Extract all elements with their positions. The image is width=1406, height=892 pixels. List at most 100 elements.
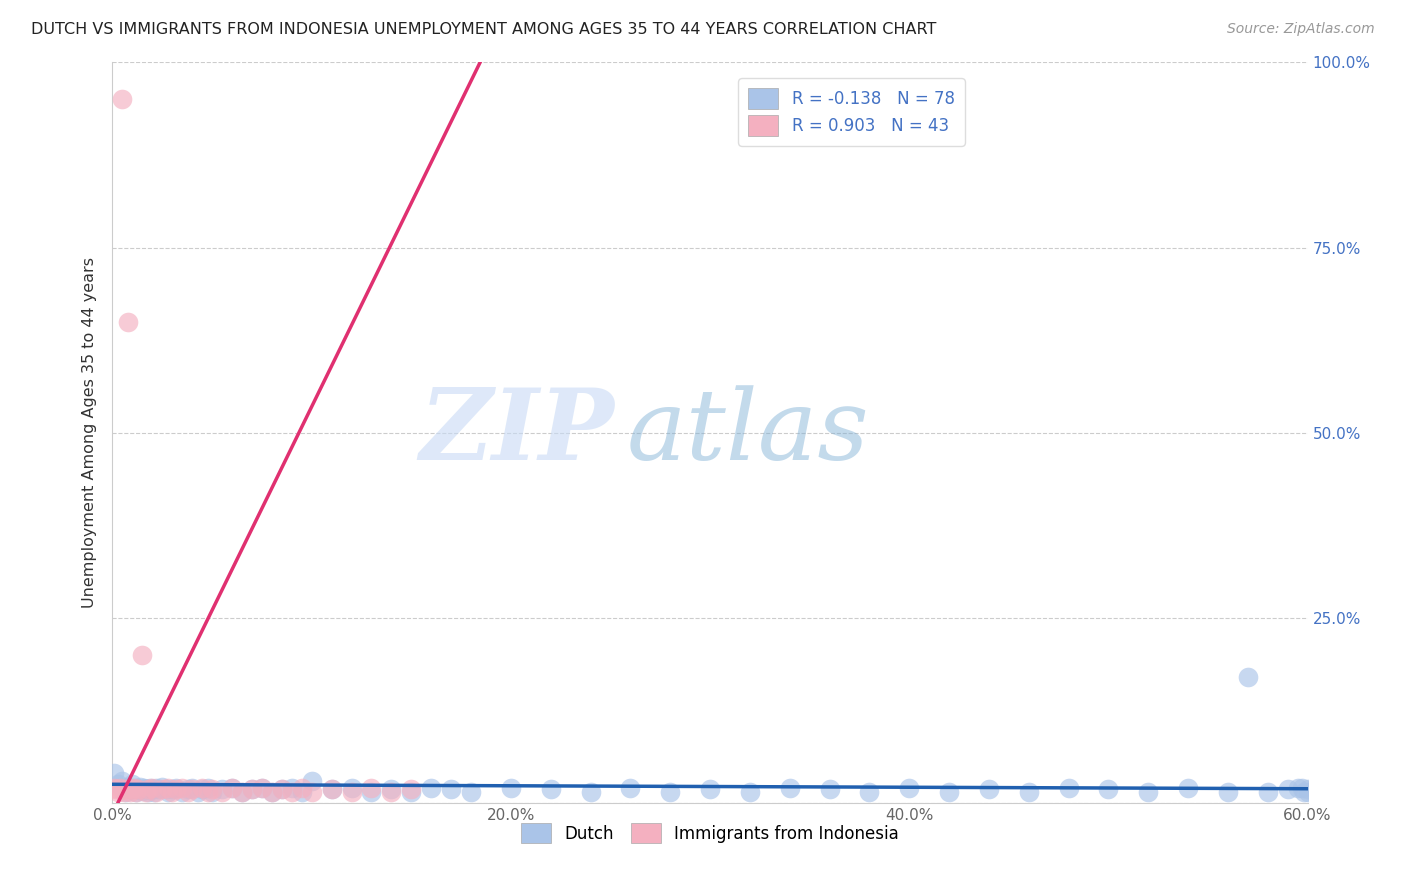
- Point: [145, 780, 167, 795]
- Point: [115, 782, 138, 797]
- Point: [124, 780, 146, 795]
- Point: [107, 777, 129, 791]
- Point: [1277, 782, 1299, 797]
- Point: [121, 782, 143, 797]
- Point: [619, 780, 641, 795]
- Text: atlas: atlas: [627, 385, 869, 480]
- Point: [135, 782, 157, 797]
- Point: [260, 785, 283, 799]
- Point: [121, 777, 143, 791]
- Point: [579, 785, 602, 799]
- Point: [977, 782, 1000, 797]
- Point: [138, 782, 160, 797]
- Point: [105, 782, 128, 797]
- Point: [440, 782, 463, 797]
- Point: [139, 780, 162, 795]
- Point: [201, 785, 224, 799]
- Point: [270, 782, 292, 797]
- Point: [499, 780, 522, 795]
- Point: [191, 780, 214, 795]
- Point: [162, 785, 183, 799]
- Point: [779, 780, 801, 795]
- Point: [211, 782, 233, 797]
- Point: [1237, 670, 1260, 684]
- Point: [125, 785, 148, 799]
- Point: [117, 314, 139, 328]
- Point: [1292, 785, 1315, 799]
- Point: [401, 785, 423, 799]
- Point: [177, 785, 200, 799]
- Point: [221, 780, 243, 795]
- Point: [738, 785, 761, 799]
- Point: [301, 773, 323, 788]
- Point: [201, 782, 224, 797]
- Point: [127, 782, 149, 797]
- Point: [165, 782, 187, 797]
- Point: [340, 785, 363, 799]
- Point: [281, 785, 304, 799]
- Point: [181, 780, 204, 795]
- Point: [699, 782, 721, 797]
- Point: [659, 785, 682, 799]
- Point: [141, 782, 163, 797]
- Point: [211, 785, 233, 799]
- Point: [818, 782, 841, 797]
- Point: [120, 782, 142, 797]
- Point: [111, 92, 134, 106]
- Point: [110, 780, 132, 795]
- Point: [1257, 785, 1279, 799]
- Point: [150, 780, 173, 794]
- Point: [250, 780, 273, 795]
- Point: [260, 785, 283, 799]
- Point: [141, 780, 163, 795]
- Point: [1057, 780, 1080, 795]
- Point: [181, 782, 204, 797]
- Point: [380, 782, 402, 797]
- Point: [131, 784, 153, 798]
- Point: [301, 785, 323, 799]
- Point: [125, 785, 148, 799]
- Point: [155, 782, 177, 797]
- Point: [270, 782, 292, 797]
- Point: [103, 766, 125, 780]
- Point: [187, 785, 209, 799]
- Point: [135, 785, 157, 799]
- Point: [250, 780, 273, 795]
- Legend: Dutch, Immigrants from Indonesia: Dutch, Immigrants from Indonesia: [515, 816, 905, 850]
- Point: [1137, 785, 1160, 799]
- Point: [103, 780, 125, 795]
- Point: [157, 780, 180, 795]
- Point: [401, 782, 423, 797]
- Point: [120, 785, 142, 799]
- Point: [127, 782, 149, 797]
- Point: [134, 780, 156, 795]
- Point: [240, 782, 263, 797]
- Point: [1296, 785, 1319, 799]
- Point: [420, 780, 443, 795]
- Point: [197, 780, 219, 795]
- Point: [231, 785, 253, 799]
- Point: [111, 773, 134, 788]
- Point: [281, 780, 304, 795]
- Point: [898, 780, 921, 795]
- Point: [172, 785, 194, 799]
- Point: [360, 780, 382, 795]
- Point: [540, 782, 562, 797]
- Point: [291, 785, 314, 799]
- Point: [145, 785, 167, 799]
- Point: [1097, 782, 1119, 797]
- Point: [380, 785, 402, 799]
- Point: [1018, 785, 1040, 799]
- Point: [360, 785, 382, 799]
- Point: [157, 785, 180, 799]
- Point: [240, 782, 263, 797]
- Point: [117, 780, 139, 794]
- Point: [460, 785, 482, 799]
- Point: [321, 782, 343, 797]
- Point: [231, 785, 253, 799]
- Point: [321, 782, 343, 797]
- Point: [1216, 785, 1239, 799]
- Point: [172, 780, 194, 795]
- Point: [138, 785, 160, 799]
- Point: [162, 782, 183, 797]
